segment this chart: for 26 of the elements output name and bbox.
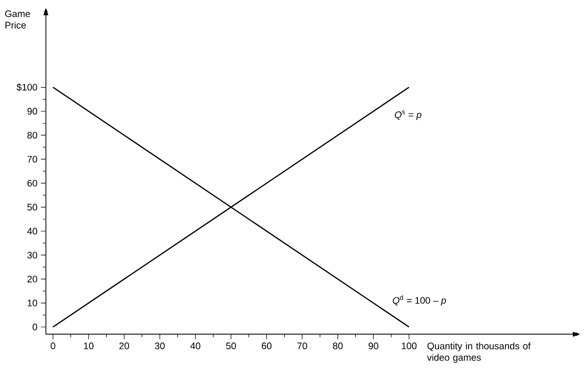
x-axis-title: Quantity in thousands of video games: [427, 342, 531, 363]
x-tick-label: 50: [226, 342, 236, 350]
y-tick-label: 90: [27, 108, 38, 115]
y-tick-label: 0: [32, 324, 38, 330]
y-tick-label: 30: [27, 252, 38, 258]
x-tick-label: 40: [190, 342, 200, 350]
y-tick-label: 20: [27, 276, 38, 282]
y-tick-label: 70: [27, 156, 38, 163]
y-tick-label: 50: [27, 204, 38, 210]
series-label: Q$^{d}$ = 100 – p: [392, 295, 446, 306]
x-tick-label: 0: [50, 342, 56, 350]
x-tick-label: 90: [368, 342, 378, 350]
x-tick-label: 30: [154, 342, 165, 350]
y-tick-label: 40: [27, 228, 38, 234]
y-tick-label: 60: [27, 180, 38, 187]
x-tick-label: 80: [332, 342, 343, 350]
x-tick-label: 60: [262, 342, 272, 350]
y-tick-label: 80: [27, 132, 38, 139]
y-axis-title: Game Price: [5, 10, 30, 29]
series-label: Q$^{s}$ = p: [394, 110, 422, 120]
x-tick-label: 20: [119, 342, 130, 350]
x-tick-label: 10: [84, 342, 94, 350]
x-tick-label: 100: [402, 342, 417, 350]
y-tick-label: 10: [28, 300, 38, 306]
x-tick-label: 70: [297, 342, 308, 350]
y-tick-label: $100: [16, 83, 38, 92]
